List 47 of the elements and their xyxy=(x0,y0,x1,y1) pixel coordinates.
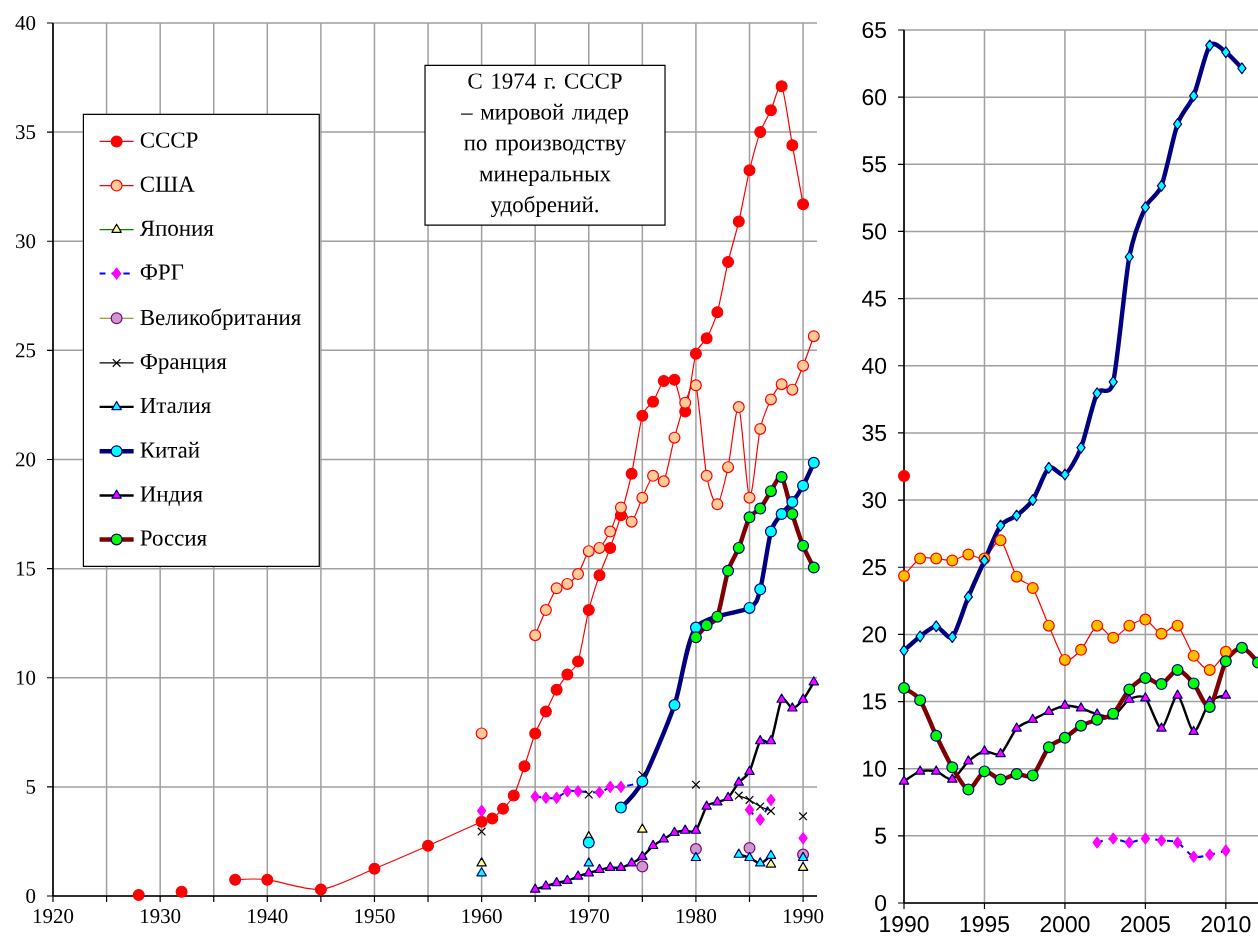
y-tick-label: 65 xyxy=(862,21,887,39)
legend-label: ФРГ xyxy=(140,264,184,280)
y-tick-label: 55 xyxy=(862,156,887,173)
legend-label: Индия xyxy=(140,486,203,506)
y-tick-label: 5 xyxy=(26,779,36,794)
legend-label: Франция xyxy=(140,353,227,374)
legend-label: Япония xyxy=(139,220,214,236)
y-tick-label: 0 xyxy=(875,894,887,912)
x-tick-label: 1920 xyxy=(33,909,74,924)
y-tick-label: 20 xyxy=(15,452,36,467)
x-tick-label: 1995 xyxy=(960,916,1009,933)
x-tick-label: 2010 xyxy=(1201,916,1251,933)
y-tick-label: 30 xyxy=(16,234,36,249)
y-tick-label: 35 xyxy=(862,424,887,442)
legend-label: Великобритания xyxy=(140,308,301,330)
x-tick-label: 1940 xyxy=(248,909,288,924)
x-tick-label: 1970 xyxy=(569,909,609,924)
y-tick-label: 5 xyxy=(875,827,887,844)
y-tick-label: 35 xyxy=(16,125,36,140)
y-tick-label: 15 xyxy=(16,561,36,576)
y-tick-label: 25 xyxy=(15,343,36,358)
y-tick-label: 0 xyxy=(26,888,36,904)
y-tick-label: 10 xyxy=(16,670,36,685)
x-tick-label: 1960 xyxy=(462,909,502,924)
y-tick-label: 45 xyxy=(862,290,887,307)
y-tick-label: 50 xyxy=(862,223,887,240)
x-tick-label: 1930 xyxy=(141,909,181,924)
x-tick-label: 1950 xyxy=(355,909,395,924)
y-tick-label: 25 xyxy=(862,559,887,576)
legend-label: СССР xyxy=(140,132,198,148)
y-tick-label: 10 xyxy=(863,760,887,777)
x-tick-label: 2005 xyxy=(1121,916,1170,933)
legend-label: Китай xyxy=(140,441,200,458)
legend-label: Россия xyxy=(140,530,207,546)
x-tick-label: 1990 xyxy=(784,909,824,924)
legend-label: Италия xyxy=(140,397,211,414)
y-tick-label: 30 xyxy=(862,491,887,509)
annotation: С 1974 г. СССР – мировой лидер по производству минеральных удобрений. xyxy=(460,73,628,218)
y-tick-label: 20 xyxy=(862,626,887,643)
legend-label: США xyxy=(140,176,195,192)
y-tick-label: 60 xyxy=(862,89,887,106)
y-tick-label: 40 xyxy=(15,15,36,31)
x-tick-label: 2000 xyxy=(1040,916,1090,933)
x-tick-label: 1990 xyxy=(880,916,929,933)
x-tick-label: 1980 xyxy=(676,909,717,924)
y-tick-label: 40 xyxy=(862,357,887,374)
y-tick-label: 15 xyxy=(863,693,887,710)
